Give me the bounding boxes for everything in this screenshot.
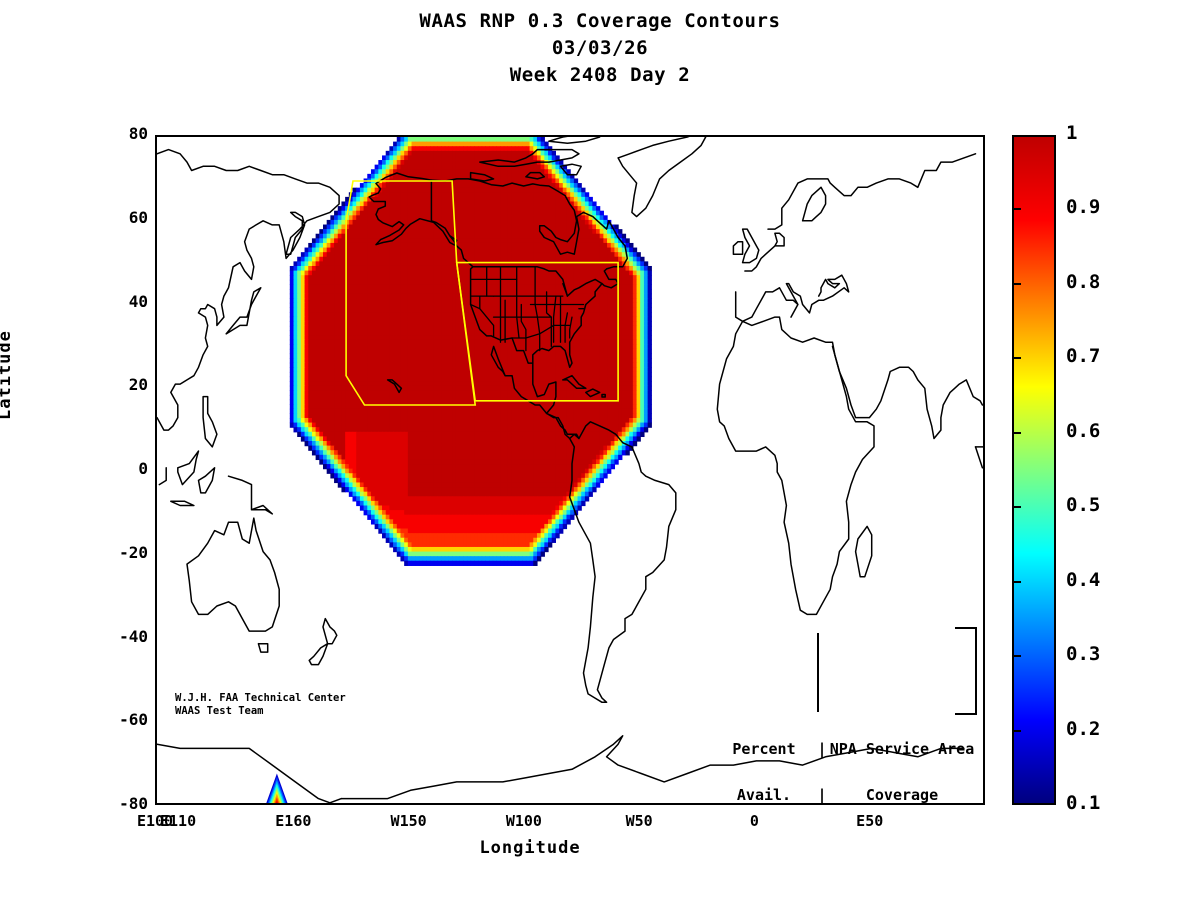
- colorbar-tick-label: 0.6: [1066, 419, 1101, 442]
- colorbar-tick-label: 0.8: [1066, 270, 1101, 293]
- coverage-field: [266, 137, 652, 803]
- y-axis-tick-label: -40: [119, 626, 148, 646]
- coastlines: [157, 137, 983, 803]
- y-axis-tick-label: 20: [128, 375, 148, 395]
- colorbar-tick-mark: [1012, 208, 1021, 211]
- title-line-1: WAAS RNP 0.3 Coverage Contours: [419, 10, 781, 32]
- map-plot-area[interactable]: [155, 135, 985, 805]
- y-axis-tick-label: 60: [128, 207, 148, 227]
- x-axis-tick-label: E160: [275, 812, 312, 830]
- y-axis-tick-label: 40: [128, 291, 148, 311]
- y-axis-tick-label: -60: [119, 710, 148, 730]
- map-canvas: [157, 137, 983, 803]
- colorbar-tick-label: 0.9: [1066, 196, 1101, 219]
- title-line-2: 03/03/26: [551, 37, 649, 59]
- colorbar-gradient: [1014, 137, 1054, 803]
- figure-title: WAAS RNP 0.3 Coverage Contours 03/03/26 …: [0, 8, 1200, 89]
- colorbar-tick-label: 0.3: [1066, 643, 1101, 666]
- colorbar-tick-label: 0.2: [1066, 717, 1101, 740]
- x-axis-tick-label: 0: [749, 812, 759, 830]
- x-axis-label: Longitude: [479, 838, 581, 858]
- y-axis-tick-label: -20: [119, 542, 148, 562]
- x-axis-tick-label: W150: [390, 812, 427, 830]
- x-axis-tick-label: W100: [505, 812, 542, 830]
- y-axis-tick-label: 80: [128, 124, 148, 143]
- colorbar-tick-mark: [1012, 506, 1021, 509]
- y-axis-label: Latitude: [0, 330, 15, 420]
- colorbar-tick-label: 0.4: [1066, 568, 1101, 591]
- colorbar-tick-mark: [1012, 580, 1021, 583]
- colorbar-tick-mark: [1012, 282, 1021, 285]
- x-axis-tick-label: E100: [136, 812, 174, 830]
- npa-service-area-outline: [345, 180, 619, 406]
- colorbar-tick-mark: [1012, 431, 1021, 434]
- colorbar[interactable]: [1012, 135, 1056, 805]
- colorbar-tick-label: 0.1: [1066, 792, 1101, 814]
- y-axis-tick-label: -80: [119, 794, 148, 813]
- y-axis-tick-label: 0: [138, 459, 148, 478]
- colorbar-tick-label: 0.7: [1066, 345, 1101, 368]
- colorbar-tick-mark: [1012, 357, 1021, 360]
- colorbar-tick-mark: [1012, 729, 1021, 732]
- colorbar-tick-label: 0.5: [1066, 494, 1101, 517]
- x-axis-tick-label: E110: [159, 812, 197, 830]
- x-axis-tick-label: E50: [856, 812, 884, 830]
- colorbar-tick-mark: [1012, 655, 1021, 658]
- title-line-3: Week 2408 Day 2: [509, 64, 691, 86]
- colorbar-tick-label: 1: [1066, 122, 1078, 144]
- x-axis-tick-label: W50: [625, 812, 653, 830]
